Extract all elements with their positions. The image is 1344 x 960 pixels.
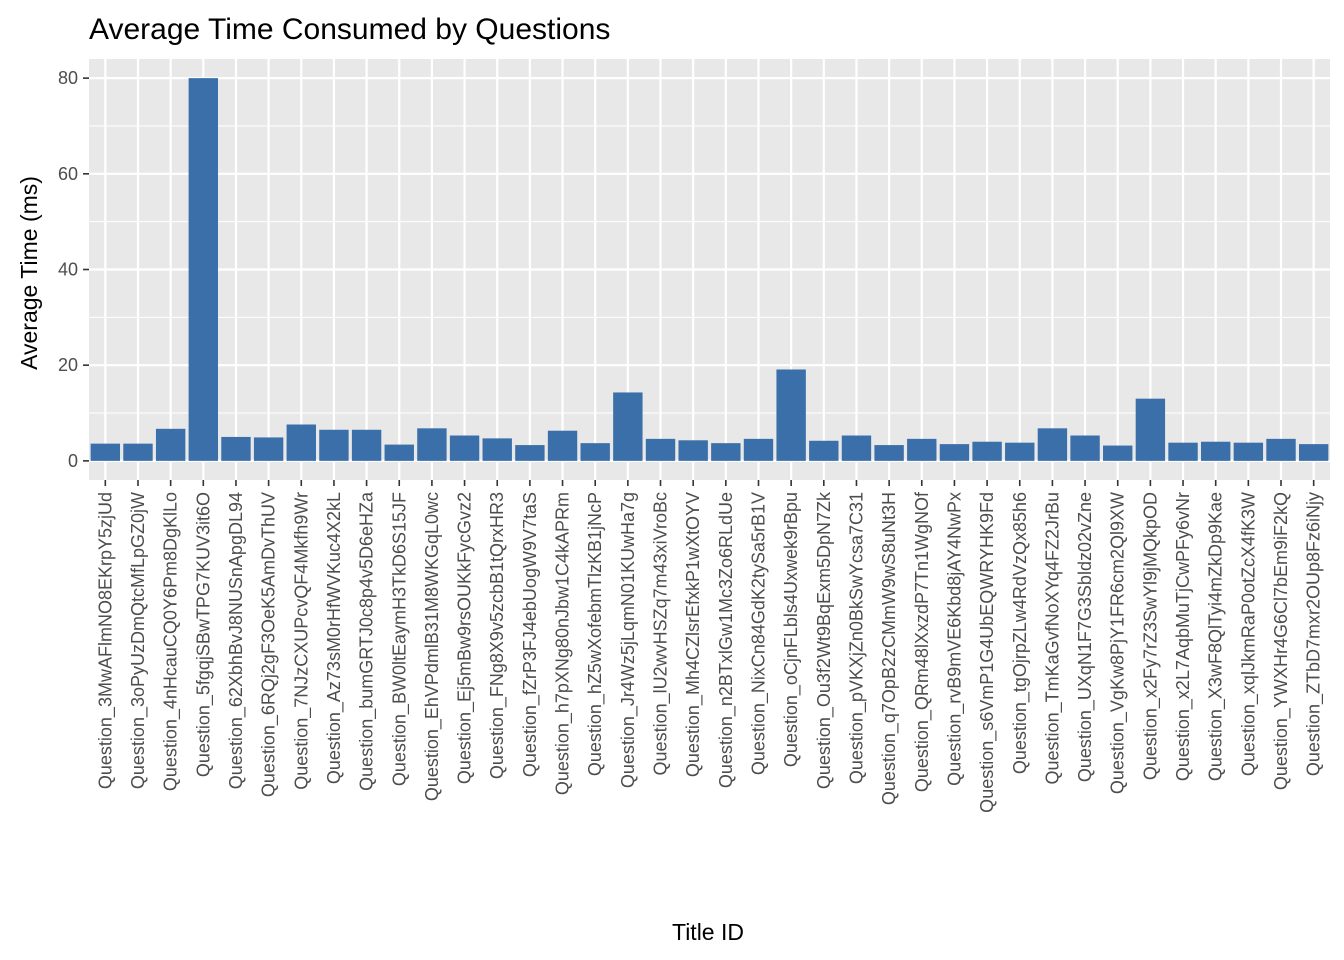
- y-axis-title: Average Time (ms): [16, 176, 42, 370]
- x-tick-label: Question_fZrP3FJ4ebUogW9V7taS: [520, 492, 541, 777]
- bar: [1103, 445, 1133, 461]
- bar: [809, 440, 839, 461]
- x-tick-label: Question_UXqN1F7G3Sbldz02vZne: [1075, 492, 1096, 782]
- bar: [1005, 442, 1035, 461]
- bar: [515, 445, 545, 461]
- x-tick-label: Question_tgOjrpZLw4RdVzQx85h6: [1010, 492, 1031, 774]
- bar: [188, 78, 218, 461]
- x-tick-label: Question_h7pXNg80nJbw1C4kAPRm: [553, 492, 574, 795]
- bar: [449, 435, 480, 461]
- bars: [90, 78, 1329, 461]
- bar: [939, 444, 970, 461]
- bar: [547, 430, 578, 461]
- bar: [221, 436, 251, 461]
- bar: [286, 424, 316, 461]
- x-tick-label: Question_x2Fy7rZ3SwYl9jMQkpOD: [1140, 492, 1161, 780]
- x-tick-label: Question_Mh4CZlsrEfxkP1wXtOYV: [683, 492, 704, 777]
- x-tick-label: Question_QRm48lXxzdP7Tn1WgNOf: [912, 491, 933, 792]
- bar: [907, 438, 937, 461]
- bar: [613, 392, 643, 461]
- x-tick-label: Question_X3wF8QlTyi4mZkDp9Kae: [1206, 492, 1227, 781]
- x-tick-label: Question_TmKaGvfNoXYq4FZ2JrBu: [1042, 492, 1063, 784]
- bar: [743, 438, 774, 461]
- bar: [1298, 444, 1329, 461]
- bar: [90, 443, 121, 461]
- x-tick-label: Question_3oPyUzDmQtcMfLpGZ0jW: [128, 492, 149, 789]
- x-tick-label: Question_4nHcauCQ0Y6Pm8DgKlLo: [161, 492, 182, 791]
- bar: [580, 443, 610, 461]
- x-tick-label: Question_x2L7AqbMuTjCwPFy6vNr: [1173, 492, 1194, 781]
- x-tick-label: Question_pVKXjZn0BkSwYcsa7C31: [846, 492, 867, 784]
- x-tick-label: Question_xqlJkmRaP0otZcX4fK3W: [1238, 492, 1259, 776]
- bar: [319, 429, 349, 461]
- x-tick-label: Question_FNg8X9v5zcbB1tQrxHR3: [487, 492, 508, 779]
- bar: [155, 428, 186, 461]
- bar: [253, 437, 284, 461]
- x-tick-label: Question_NixCn84GdK2tySa5rB1V: [748, 492, 769, 775]
- x-tick-label: Question_EhVPdmlB31M8WKGqL0wc: [422, 492, 443, 801]
- x-tick-label: Question_rvB9mVE6Kbd8jAY4NwPx: [944, 492, 965, 786]
- y-axis: 0 20 40 60 80: [58, 68, 89, 471]
- bar: [972, 441, 1002, 461]
- bar: [1201, 441, 1231, 461]
- y-tick-label: 80: [58, 68, 78, 88]
- x-tick-label: Question_VgKw8PjY1FR6cm2Ql9XW: [1108, 492, 1129, 794]
- x-tick-label: Question_6RQj2gF3OeK5AmDvThUV: [259, 492, 280, 797]
- bar: [482, 438, 512, 461]
- bar: [417, 428, 447, 461]
- x-tick-label: Question_7NJzCXUPcvQF4Mkfh9Wr: [291, 492, 312, 790]
- x-tick-label: Question_62XbhBvJ8NUSnApgDL94: [226, 492, 247, 789]
- x-tick-label: Question_n2BTxlGw1Mc3Zo6RLdUe: [716, 492, 737, 788]
- x-tick-label: Question_BW0ltEaymH3TkD6S15JF: [389, 492, 410, 786]
- x-tick-label: Question_oCjnFLbls4Uxwek9rBpu: [781, 492, 802, 767]
- bar: [841, 435, 872, 461]
- bar: [874, 445, 904, 461]
- bar: [678, 440, 708, 461]
- x-tick-label: Question_Ou3f2Wt9BqExm5DpN7Zk: [814, 491, 835, 789]
- x-tick-label: Question_Ej5mBw9rsOUKkFycGvz2: [455, 492, 476, 784]
- x-tick-label: Question_q7OpB2zCMmW9wS8uNt3H: [879, 492, 900, 805]
- bar: [1135, 398, 1166, 461]
- x-tick-label: Question_3MwAFlmNO8EKrpY5zjUd: [95, 492, 116, 789]
- x-axis-title: Title ID: [672, 919, 744, 945]
- x-tick-label: Question_s6VmP1G4UbEQWRYHK9Fd: [977, 492, 998, 813]
- bar: [1266, 438, 1296, 461]
- bar: [776, 369, 806, 461]
- bar: [1233, 442, 1264, 461]
- gridlines: [89, 59, 1330, 480]
- bar: [645, 438, 676, 461]
- bar: [1168, 442, 1198, 461]
- x-tick-label: Question_Az73sM0rHfWVKuc4X2kL: [324, 492, 345, 784]
- x-axis: Question_3MwAFlmNO8EKrpY5zjUd Question_3o…: [95, 480, 1325, 813]
- y-tick-label: 40: [58, 260, 78, 280]
- bar: [1070, 435, 1100, 461]
- y-tick-label: 20: [58, 355, 78, 375]
- bar: [351, 429, 382, 461]
- x-tick-label: Question_5fgqjSBwTPG7KUV3it6O: [193, 492, 214, 777]
- x-tick-label: Question_ZTbD7mxr2OUp8Fz6iNjy: [1304, 492, 1325, 776]
- chart-title: Average Time Consumed by Questions: [89, 13, 610, 46]
- x-tick-label: Question_YWXHr4G6Cl7bEm9iF2kQ: [1271, 492, 1292, 790]
- bar: [711, 443, 741, 461]
- bar: [123, 443, 153, 461]
- x-tick-label: Question_hZ5wXofebmTlzKB1jNcP: [585, 492, 606, 776]
- bar: [384, 444, 414, 461]
- y-tick-label: 60: [58, 164, 78, 184]
- x-tick-label: Question_bumGRTJ0c8p4v5D6eHZa: [357, 491, 378, 791]
- bar: [1037, 428, 1068, 461]
- x-tick-label: Question_lU2wvHSZq7m43xiVroBc: [651, 492, 672, 775]
- y-tick-label: 0: [68, 451, 78, 471]
- x-tick-label: Question_Jr4Wz5jLqmN01KUwHa7g: [618, 492, 639, 788]
